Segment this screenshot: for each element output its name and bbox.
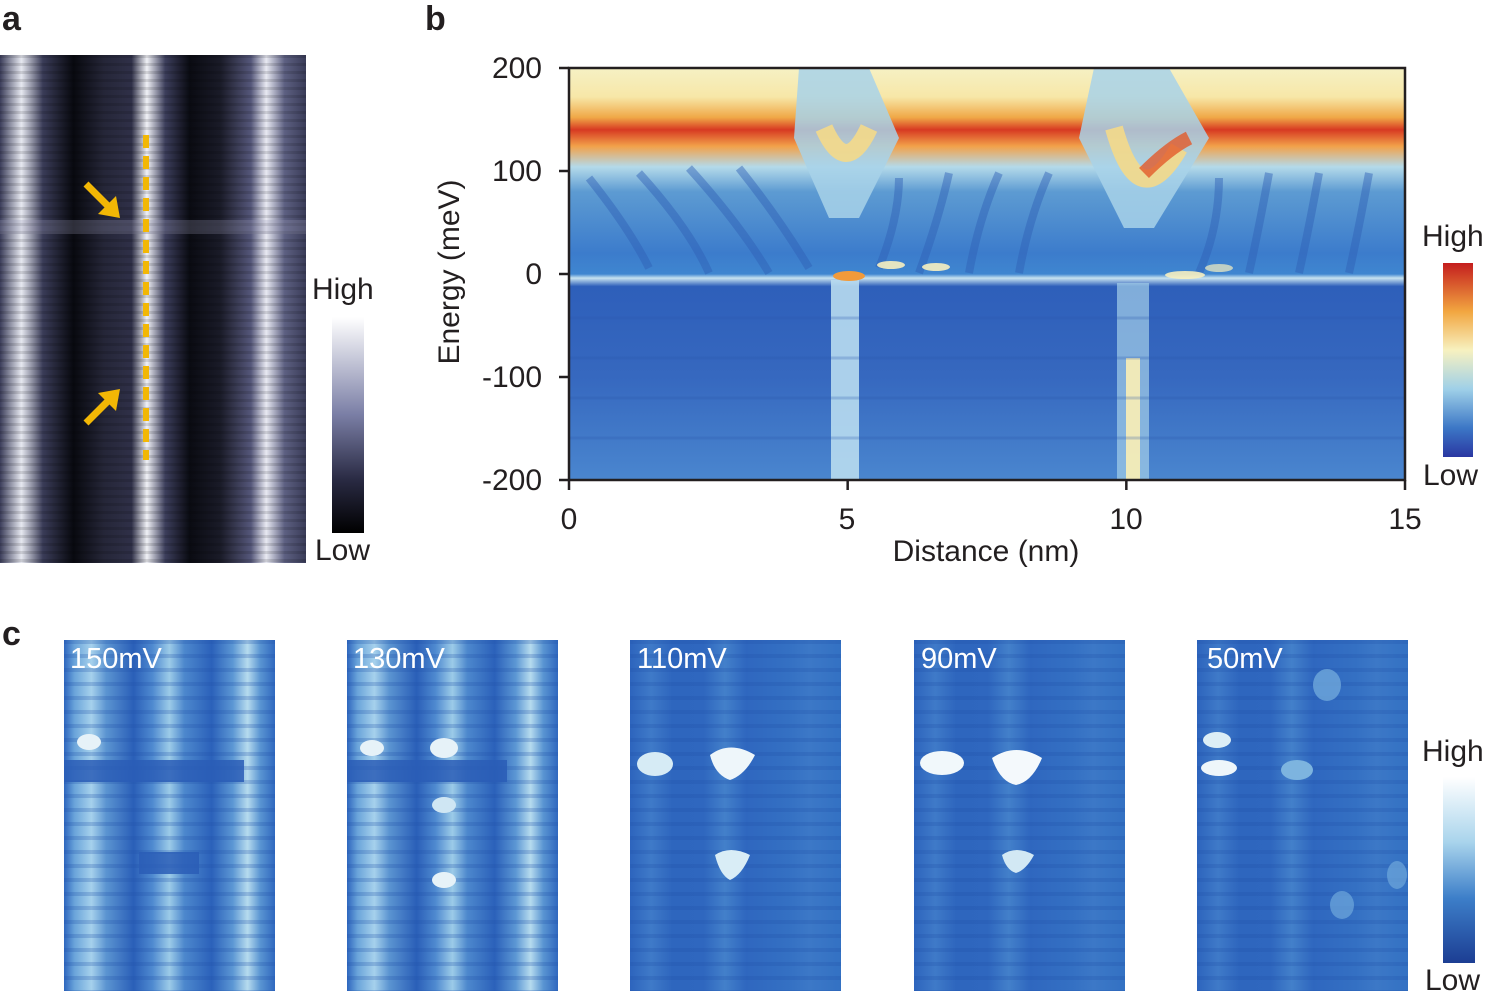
panel-a-stm-image (0, 55, 306, 563)
interference-fringes (585, 165, 1373, 276)
panel-b-colorbar-high-label: High (1422, 220, 1484, 253)
dos-map-110mv (630, 640, 841, 991)
vertical-stripe-10nm-core (1126, 358, 1140, 480)
map-label-50mv: 50mV (1207, 643, 1283, 675)
panel-a-colorbar (332, 317, 364, 533)
dos-map-150mv (64, 640, 275, 991)
x-tick-label: 10 (1109, 503, 1143, 536)
panel-c-colorbar (1443, 777, 1475, 963)
y-tick-label: -100 (481, 361, 542, 394)
energy-distance-heatmap (559, 66, 1407, 490)
band-dip-5nm (794, 68, 899, 218)
x-tick-label: 5 (838, 503, 856, 536)
arrow-lower-icon (83, 389, 120, 426)
heatmap-background (569, 68, 1405, 480)
panel-a-colorbar-low-label: Low (315, 534, 371, 567)
dos-map-50mv (1197, 640, 1408, 991)
panel-b-colorbar (1443, 263, 1473, 457)
x-tick-label: 15 (1388, 503, 1422, 536)
vertical-stripe-5nm (831, 280, 859, 480)
zero-energy-spot (833, 271, 865, 281)
dos-map-130mv (347, 640, 558, 991)
map-label-150mv: 150mV (70, 643, 162, 675)
panel-b-colorbar-low-label: Low (1423, 459, 1479, 492)
dos-map-90mv (914, 640, 1125, 991)
map-label-130mv: 130mV (353, 643, 445, 675)
panel-a-dashed-marker-line (143, 135, 149, 460)
map-label-110mv: 110mV (637, 643, 727, 675)
y-tick-label: 100 (491, 155, 542, 188)
panel-a-letter: a (2, 0, 21, 38)
panel-b-letter: b (425, 0, 446, 38)
arrow-upper-icon (83, 181, 120, 218)
x-axis-title: Distance (nm) (892, 535, 1080, 568)
y-tick-label: 200 (491, 52, 542, 85)
panel-c-letter: c (2, 615, 21, 653)
y-tick-label: 0 (525, 258, 542, 291)
band-dip-10nm (1079, 68, 1209, 228)
y-tick-label: -200 (481, 464, 542, 497)
panel-c-colorbar-low-label: Low (1425, 964, 1481, 997)
x-tick-label: 0 (560, 503, 578, 536)
panel-a-colorbar-high-label: High (312, 273, 374, 306)
panel-c-colorbar-high-label: High (1422, 735, 1484, 768)
map-label-90mv: 90mV (921, 643, 997, 675)
